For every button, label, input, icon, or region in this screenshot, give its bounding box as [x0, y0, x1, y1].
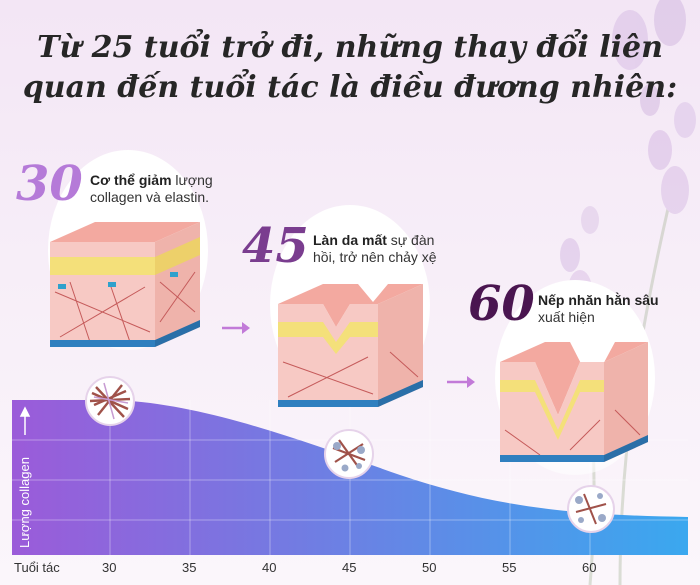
skin-block-45 [278, 284, 423, 407]
stage-1-rest2: collagen và elastin. [90, 189, 210, 205]
arrow-right-icon [222, 322, 250, 334]
collagen-fiber-icon [85, 376, 135, 426]
collagen-fiber-icon [567, 485, 615, 533]
x-tick-50: 50 [422, 560, 437, 575]
stage-1-rest1: lượng [171, 172, 213, 188]
stage-3-description: Nếp nhăn hằn sâu xuất hiện [538, 292, 659, 326]
collagen-fiber-icon [324, 429, 374, 479]
x-tick-35: 35 [182, 560, 197, 575]
x-tick-60: 60 [582, 560, 597, 575]
stage-3-rest2: xuất hiện [538, 309, 595, 325]
stage-2-rest1: sự đàn [386, 232, 435, 248]
x-tick-40: 40 [262, 560, 277, 575]
y-axis-label: Lượng collagen [17, 457, 32, 548]
arrow-up-icon [19, 406, 31, 435]
stage-1-age: 30 [16, 156, 83, 212]
headline-line-1: Từ 25 tuổi trở đi, những thay đổi liên [37, 30, 663, 65]
stage-1-bold: Cơ thể giảm [90, 172, 172, 188]
headline-line-2: quan đến tuổi tác là điều đương nhiên: [22, 70, 678, 105]
arrow-right-icon [447, 376, 475, 388]
stage-3-bold: Nếp nhăn hằn sâu [538, 292, 659, 308]
stage-2-description: Làn da mất sự đàn hồi, trở nên chảy xệ [313, 232, 437, 266]
stage-3-age: 60 [468, 276, 535, 332]
stage-2-bold: Làn da mất [313, 232, 387, 248]
headline: Từ 25 tuổi trở đi, những thay đổi liên q… [0, 28, 700, 108]
stage-2-rest2: hồi, trở nên chảy xệ [313, 249, 437, 265]
x-tick-30: 30 [102, 560, 117, 575]
x-tick-55: 55 [502, 560, 517, 575]
stage-1-description: Cơ thể giảm lượng collagen và elastin. [90, 172, 213, 206]
skin-block-60 [500, 342, 648, 462]
x-tick-45: 45 [342, 560, 357, 575]
x-axis-label: Tuổi tác [14, 560, 60, 575]
stage-2-age: 45 [242, 218, 309, 274]
skin-block-30 [50, 222, 200, 347]
